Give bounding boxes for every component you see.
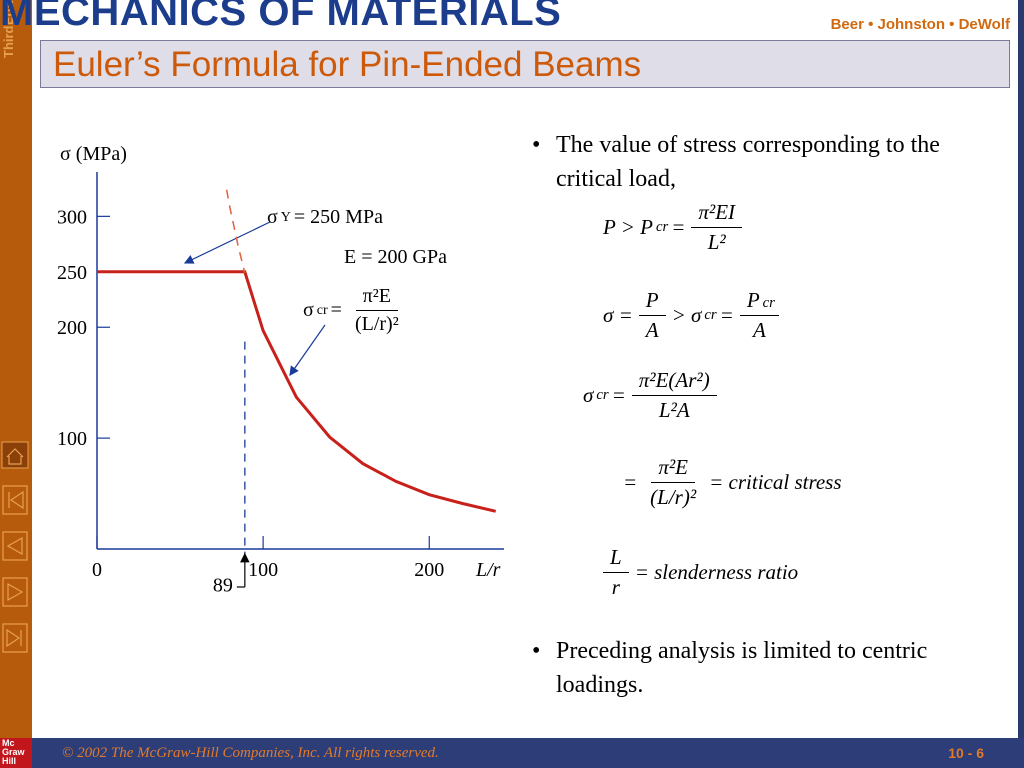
math-text: > σ — [671, 303, 702, 327]
math-text: (L/r)² — [650, 485, 697, 509]
numerator: L — [603, 545, 629, 573]
math-text: = slenderness ratio — [634, 560, 799, 584]
curve — [97, 270, 497, 513]
curve — [225, 189, 246, 274]
numerator: P — [638, 288, 666, 316]
logo-line: Mc — [2, 738, 15, 748]
logo-line: Hill — [2, 756, 17, 766]
math-text: π²E — [362, 285, 391, 307]
y-tick-label: 250 — [57, 262, 87, 284]
denominator: (L/r)² — [348, 311, 406, 336]
math-text: L² — [707, 230, 726, 254]
math-text: L²A — [658, 398, 690, 422]
math-text: = — [671, 215, 686, 239]
math-text: P — [645, 288, 659, 312]
math-text: = — [623, 470, 638, 494]
subscript: cr — [762, 295, 775, 311]
chart-svg: σ (MPa) L/r 100 200 250 300 0 100 200 89 — [57, 143, 504, 597]
math-text: r — [611, 575, 620, 599]
math-text: π²E(Ar²) — [638, 368, 710, 392]
y-tick-label: 300 — [57, 206, 87, 228]
numerator: π²E — [651, 455, 695, 483]
fraction: π²E (L/r)² — [643, 455, 703, 510]
fraction: π²E(Ar²) L²A — [631, 368, 717, 423]
math-text: σ = — [603, 303, 633, 327]
fraction: π²E (L/r)² — [348, 285, 406, 336]
annotation-arrow — [289, 324, 326, 376]
fraction: π²EI L² — [691, 200, 743, 255]
modulus-annotation: E = 200 GPa — [344, 246, 447, 268]
formula-annotation: σ cr = π²E (L/r)² — [300, 285, 409, 336]
annotation-arrow — [183, 221, 271, 264]
y-tick-label: 200 — [57, 317, 87, 339]
math-text: π²EI — [698, 200, 736, 224]
math-text: π²E — [658, 455, 688, 479]
numerator: π²EI — [691, 200, 743, 228]
x-axis-label: L/r — [475, 559, 501, 581]
logo-line: Graw — [2, 747, 25, 757]
math-text: σ — [303, 299, 314, 321]
math-text: (L/r)² — [354, 313, 399, 335]
math-text: σ — [267, 206, 278, 228]
x-tick-label: 100 — [248, 559, 278, 581]
denominator: (L/r)² — [643, 483, 703, 510]
denominator: A — [639, 316, 666, 343]
math-text: A — [752, 318, 766, 342]
equation: σ cr = π²E(Ar²) L²A — [580, 368, 720, 423]
header-title: MECHANICS OF MATERIALS — [0, 0, 562, 34]
subscript: cr — [596, 387, 609, 403]
math-text: σ — [583, 383, 594, 407]
y-tick-label: 100 — [57, 428, 87, 450]
authors: Beer • Johnston • DeWolf — [830, 16, 1010, 33]
math-text: = — [330, 299, 342, 321]
math-text: P — [746, 288, 760, 312]
numerator: π²E(Ar²) — [631, 368, 717, 396]
subscript: Y — [280, 209, 291, 225]
chart: σ (MPa) L/r 100 200 250 300 0 100 200 89 σ Y = 250 … — [32, 120, 512, 600]
subscript: cr — [704, 307, 717, 323]
denominator: L²A — [652, 396, 697, 423]
logo: Mc Graw Hill — [0, 738, 32, 768]
denominator: r — [605, 573, 627, 600]
slide-title: Euler’s Formula for Pin-Ended Beams — [53, 45, 642, 84]
title-box: Euler’s Formula for Pin-Ended Beams — [40, 40, 1010, 88]
math-text: A — [645, 318, 659, 342]
sidebar: Third Edition — [0, 0, 32, 768]
equation: = π²E (L/r)² = critical stress — [620, 455, 845, 510]
denominator: A — [746, 316, 773, 343]
bullet: Preceding analysis is limited to centric… — [532, 634, 996, 702]
subscript: cr — [655, 219, 669, 235]
copyright: © 2002 The McGraw-Hill Companies, Inc. A… — [62, 745, 439, 761]
denominator: L² — [701, 228, 733, 255]
y-axis-label: σ (MPa) — [60, 143, 127, 165]
math-text: L — [610, 545, 622, 569]
math-text: = 250 MPa — [293, 206, 383, 228]
right-band — [1018, 0, 1024, 768]
numerator: π²E — [355, 285, 398, 311]
nav-icons — [1, 441, 29, 653]
yield-annotation: σ Y = 250 MPa — [264, 206, 386, 229]
footer: © 2002 The McGraw-Hill Companies, Inc. A… — [0, 738, 1024, 768]
bullet: The value of stress corresponding to the… — [532, 128, 996, 196]
math-text: = critical stress — [709, 470, 842, 494]
x-tick-label: 0 — [92, 559, 102, 581]
page-number: 10 - 6 — [948, 745, 984, 761]
x-tick-label: 200 — [414, 559, 444, 581]
critical-label: 89 — [213, 575, 233, 597]
math-text: P > P — [603, 215, 653, 239]
math-text: = — [719, 303, 734, 327]
subscript: cr — [316, 302, 328, 318]
math-text: = — [611, 383, 626, 407]
